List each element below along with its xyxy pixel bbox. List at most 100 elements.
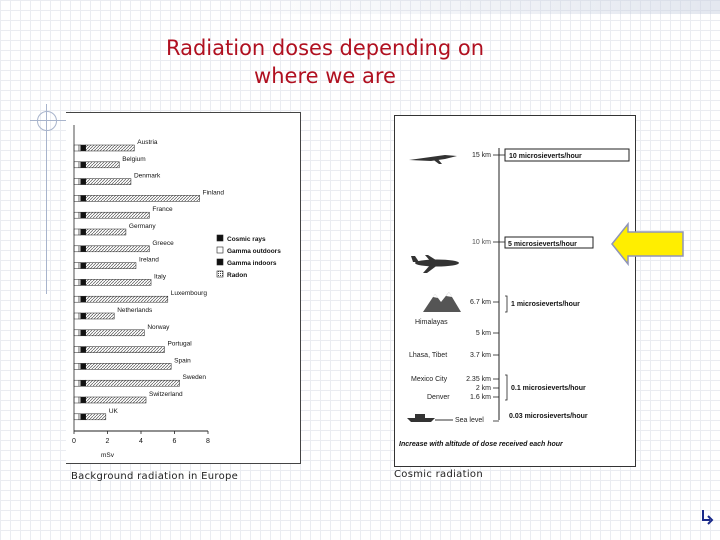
gamma-indoors-segment (80, 346, 86, 353)
gamma-indoors-segment (80, 413, 86, 421)
ship-icon (407, 414, 453, 422)
gamma-outdoors-segment (78, 312, 81, 320)
x-axis-label: mSv (101, 452, 115, 459)
gamma-outdoors-segment (78, 178, 81, 185)
legend-swatch (216, 246, 224, 254)
radon-segment (85, 228, 127, 236)
x-tick-label: 0 (72, 438, 76, 445)
gamma-indoors-segment (80, 363, 86, 370)
dose-bracket (505, 374, 508, 401)
gamma-indoors-segment (80, 228, 86, 236)
radon-segment (85, 245, 150, 253)
radon-segment (85, 262, 137, 269)
radon-segment (85, 178, 132, 185)
cosmic-rays-segment (73, 279, 80, 286)
country-label: Belgium (122, 156, 145, 163)
radon-segment (85, 346, 165, 353)
gamma-indoors-segment (80, 279, 86, 286)
dose-label: 5 microsieverts/hour (508, 241, 577, 248)
gamma-indoors-segment (80, 379, 86, 387)
country-label: Norway (147, 324, 170, 331)
cosmic-rays-segment (73, 329, 80, 337)
altitude-label: 1.6 km (470, 394, 491, 401)
radon-segment (85, 396, 147, 404)
country-label: Greece (152, 240, 174, 247)
gamma-indoors-segment (80, 211, 86, 219)
radon-segment (85, 279, 152, 286)
gamma-indoors-segment (80, 329, 86, 337)
airplane-icon (411, 255, 459, 273)
cosmic-rays-segment (73, 262, 80, 269)
cosmic-footer-note: Increase with altitude of dose received … (399, 441, 564, 448)
gamma-indoors-segment (80, 178, 86, 185)
gamma-outdoors-segment (78, 413, 81, 421)
gamma-outdoors-segment (78, 396, 81, 404)
legend-label: Gamma indoors (227, 260, 277, 267)
country-label: Portugal (167, 341, 192, 348)
legend-swatch (216, 258, 224, 266)
gamma-outdoors-segment (78, 363, 81, 370)
legend-swatch (216, 270, 224, 278)
gamma-outdoors-segment (78, 195, 81, 202)
dose-label: 0.1 microsieverts/hour (511, 385, 586, 392)
decor-circle (37, 111, 57, 131)
altitude-label: 2.35 km (466, 376, 491, 383)
altitude-label: 3.7 km (470, 352, 491, 359)
gamma-outdoors-segment (78, 211, 81, 219)
place-label: Lhasa, Tibet (409, 352, 447, 359)
country-label: Switzerland (149, 391, 183, 398)
cosmic-radiation-panel: 15 km 10 km 6.7 km 5 km 3.7 km 2.35 km 2… (394, 115, 636, 467)
gamma-outdoors-segment (78, 295, 81, 303)
place-label: Denver (427, 394, 450, 401)
altitude-label: 6.7 km (470, 299, 491, 306)
radon-segment (85, 379, 180, 387)
place-label: Sea level (455, 417, 484, 424)
decor-vertical-line (46, 104, 47, 294)
cosmic-rays-segment (73, 413, 80, 421)
cosmic-rays-segment (73, 211, 80, 219)
cosmic-rays-segment (73, 245, 80, 253)
altitude-label: 2 km (476, 385, 491, 392)
radon-segment (85, 413, 107, 421)
cosmic-rays-segment (73, 228, 80, 236)
cosmic-rays-segment (73, 346, 80, 353)
concorde-icon (409, 155, 457, 164)
radon-segment (85, 211, 150, 219)
country-label: Austria (137, 139, 158, 146)
gamma-indoors-segment (80, 295, 86, 303)
dose-box-highlighted (504, 236, 594, 249)
legend-label: Radon (227, 272, 247, 279)
x-tick-label: 6 (173, 438, 177, 445)
caption-cosmic: Cosmic radiation (394, 469, 483, 480)
dose-bracket (505, 295, 508, 313)
cosmic-rays-segment (73, 144, 80, 152)
legend-label: Gamma outdoors (227, 248, 281, 255)
x-tick-label: 4 (139, 438, 143, 445)
radon-segment (85, 329, 145, 337)
gamma-indoors-segment (80, 396, 86, 404)
country-label: Sweden (183, 374, 207, 381)
gamma-outdoors-segment (78, 279, 81, 286)
country-label: UK (109, 408, 119, 415)
slide-title-line2: where we are (254, 64, 396, 88)
country-label: Luxembourg (171, 290, 208, 297)
country-label: Spain (174, 357, 191, 364)
country-label: Germany (129, 223, 156, 230)
place-label: Himalayas (415, 319, 448, 326)
cosmic-rays-segment (73, 379, 80, 387)
radon-segment (85, 295, 169, 303)
slide-title-line1: Radiation doses depending on (165, 36, 485, 60)
radon-segment (85, 195, 200, 202)
cosmic-rays-segment (73, 363, 80, 370)
mountain-icon (423, 292, 461, 312)
caption-europe: Background radiation in Europe (71, 471, 239, 482)
return-arrow-icon[interactable] (700, 508, 714, 526)
cosmic-rays-segment (73, 295, 80, 303)
europe-chart-panel: Austria Belgium Denmark Finland France German… (66, 112, 301, 464)
slide-title: Radiation doses depending on where we ar… (100, 34, 550, 90)
gamma-outdoors-segment (78, 144, 81, 152)
country-label: Netherlands (117, 307, 153, 314)
gamma-outdoors-segment (78, 379, 81, 387)
gamma-outdoors-segment (78, 228, 81, 236)
highlight-arrow-icon (611, 222, 684, 266)
